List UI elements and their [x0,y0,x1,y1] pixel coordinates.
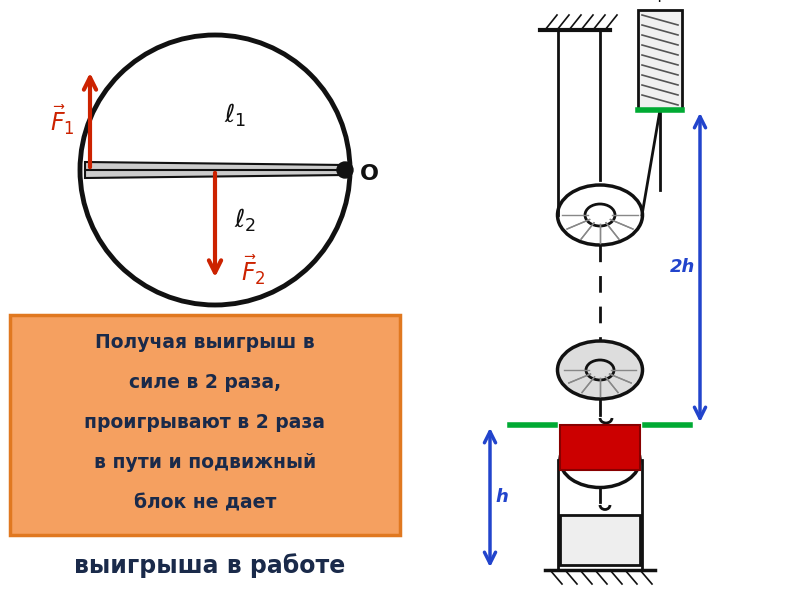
Text: блок не дает: блок не дает [134,493,276,512]
Text: Получая выигрыш в: Получая выигрыш в [95,334,315,352]
Circle shape [337,162,353,178]
Text: ?: ? [656,0,664,5]
FancyBboxPatch shape [560,425,640,470]
Text: выигрыша в работе: выигрыша в работе [74,553,346,578]
Text: силе в 2 раза,: силе в 2 раза, [129,373,281,392]
Text: $\ell_2$: $\ell_2$ [234,206,256,233]
Text: h: h [495,488,508,506]
FancyBboxPatch shape [560,515,640,565]
Text: O: O [360,164,379,184]
Text: $\vec{F}_2$: $\vec{F}_2$ [241,253,266,287]
FancyBboxPatch shape [10,315,400,535]
Text: 2h: 2h [670,259,695,277]
Text: $\ell_1$: $\ell_1$ [224,101,246,128]
Ellipse shape [558,341,642,399]
Text: в пути и подвижный: в пути и подвижный [94,454,316,473]
Text: $\vec{F}_1$: $\vec{F}_1$ [50,103,74,137]
Polygon shape [85,162,345,178]
Text: проигрывают в 2 раза: проигрывают в 2 раза [85,413,326,433]
FancyBboxPatch shape [638,10,682,110]
